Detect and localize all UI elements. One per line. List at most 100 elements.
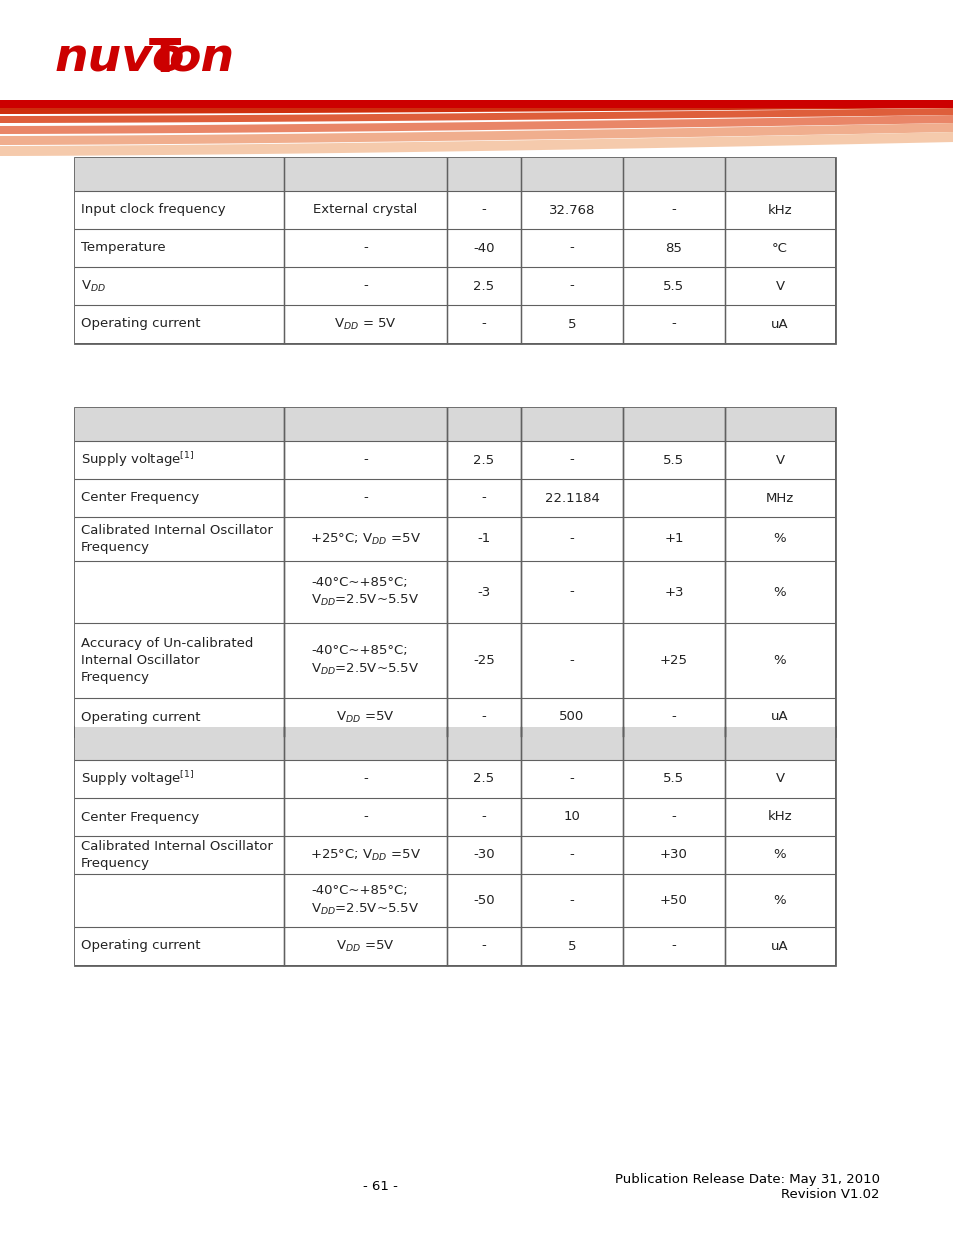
Text: -25: -25 — [473, 655, 495, 667]
Bar — [75, 698, 834, 736]
Text: uA: uA — [770, 317, 788, 331]
Bar — [75, 561, 834, 622]
Text: - 61 -: - 61 - — [362, 1181, 397, 1193]
Text: Supply voltage$^{[1]}$: Supply voltage$^{[1]}$ — [81, 769, 194, 788]
Text: -40: -40 — [473, 242, 495, 254]
Text: External crystal: External crystal — [313, 204, 417, 216]
Text: nuvo: nuvo — [55, 37, 185, 82]
Text: 5: 5 — [567, 940, 576, 952]
Text: kHz: kHz — [767, 204, 792, 216]
Text: -: - — [569, 848, 574, 862]
Text: -: - — [363, 279, 368, 293]
Text: +25°C; V$_{DD}$ =5V: +25°C; V$_{DD}$ =5V — [310, 531, 420, 547]
Text: Operating current: Operating current — [81, 317, 200, 331]
Text: %: % — [773, 848, 785, 862]
Text: %: % — [773, 894, 785, 906]
Text: kHz: kHz — [767, 810, 792, 824]
Text: MHz: MHz — [765, 492, 793, 505]
Bar — [75, 158, 834, 191]
Bar — [75, 927, 834, 965]
Bar — [75, 622, 834, 698]
Bar — [75, 517, 834, 561]
Text: -: - — [569, 773, 574, 785]
Text: -: - — [481, 492, 486, 505]
Text: 22.1184: 22.1184 — [544, 492, 598, 505]
Text: -: - — [363, 773, 368, 785]
Text: Calibrated Internal Oscillator
Frequency: Calibrated Internal Oscillator Frequency — [81, 840, 273, 869]
Text: Supply voltage$^{[1]}$: Supply voltage$^{[1]}$ — [81, 451, 194, 469]
Text: -: - — [481, 204, 486, 216]
Text: uA: uA — [770, 940, 788, 952]
Text: -3: -3 — [476, 585, 490, 599]
Bar — [75, 760, 834, 798]
Text: -40°C~+85°C;
V$_{DD}$=2.5V~5.5V: -40°C~+85°C; V$_{DD}$=2.5V~5.5V — [311, 884, 419, 916]
Bar — [75, 836, 834, 874]
Text: %: % — [773, 655, 785, 667]
Text: -: - — [363, 810, 368, 824]
Text: -30: -30 — [473, 848, 495, 862]
Text: +50: +50 — [659, 894, 687, 906]
Text: 2.5: 2.5 — [473, 773, 494, 785]
Text: -40°C~+85°C;
V$_{DD}$=2.5V~5.5V: -40°C~+85°C; V$_{DD}$=2.5V~5.5V — [311, 645, 419, 677]
Text: Accuracy of Un-calibrated
Internal Oscillator
Frequency: Accuracy of Un-calibrated Internal Oscil… — [81, 637, 253, 684]
Bar — [75, 408, 834, 441]
Text: 500: 500 — [558, 710, 584, 724]
Text: 32.768: 32.768 — [548, 204, 595, 216]
Text: %: % — [773, 532, 785, 546]
Text: +1: +1 — [663, 532, 683, 546]
Bar — [75, 408, 834, 736]
Text: Revision V1.02: Revision V1.02 — [781, 1188, 879, 1202]
Text: Temperature: Temperature — [81, 242, 166, 254]
Text: 85: 85 — [665, 242, 681, 254]
Text: -: - — [671, 317, 676, 331]
Text: -: - — [569, 279, 574, 293]
Text: +3: +3 — [663, 585, 683, 599]
Text: -: - — [671, 204, 676, 216]
Bar — [75, 727, 834, 965]
Bar — [75, 874, 834, 927]
Text: 5.5: 5.5 — [662, 279, 684, 293]
Text: +30: +30 — [659, 848, 687, 862]
Text: V: V — [775, 773, 783, 785]
Text: Publication Release Date: May 31, 2010: Publication Release Date: May 31, 2010 — [615, 1172, 879, 1186]
Bar — [75, 727, 834, 760]
Text: -: - — [671, 940, 676, 952]
Text: -: - — [481, 710, 486, 724]
Bar — [75, 305, 834, 343]
Text: V: V — [775, 279, 783, 293]
Text: -: - — [363, 453, 368, 467]
Text: -: - — [569, 453, 574, 467]
Text: on: on — [168, 37, 233, 82]
Text: V$_{DD}$ =5V: V$_{DD}$ =5V — [335, 939, 395, 953]
Text: 5.5: 5.5 — [662, 453, 684, 467]
Text: °C: °C — [771, 242, 787, 254]
Text: +25°C; V$_{DD}$ =5V: +25°C; V$_{DD}$ =5V — [310, 847, 420, 862]
Bar — [75, 267, 834, 305]
Bar — [75, 441, 834, 479]
Text: -: - — [363, 242, 368, 254]
Text: -: - — [671, 810, 676, 824]
Bar — [75, 191, 834, 228]
Text: Center Frequency: Center Frequency — [81, 810, 199, 824]
Text: -: - — [569, 532, 574, 546]
Text: -: - — [481, 317, 486, 331]
Text: -: - — [671, 710, 676, 724]
Text: 5.5: 5.5 — [662, 773, 684, 785]
Text: Center Frequency: Center Frequency — [81, 492, 199, 505]
Bar — [75, 228, 834, 267]
Text: 5: 5 — [567, 317, 576, 331]
Text: -: - — [569, 585, 574, 599]
Text: -: - — [481, 940, 486, 952]
Text: %: % — [773, 585, 785, 599]
Text: 10: 10 — [563, 810, 579, 824]
Text: 2.5: 2.5 — [473, 453, 494, 467]
Text: V$_{DD}$: V$_{DD}$ — [81, 278, 106, 294]
Text: Input clock frequency: Input clock frequency — [81, 204, 226, 216]
Text: -: - — [481, 810, 486, 824]
Bar — [75, 158, 834, 343]
Text: -: - — [363, 492, 368, 505]
Bar — [75, 479, 834, 517]
Text: V$_{DD}$ =5V: V$_{DD}$ =5V — [335, 709, 395, 725]
Text: -40°C~+85°C;
V$_{DD}$=2.5V~5.5V: -40°C~+85°C; V$_{DD}$=2.5V~5.5V — [311, 576, 419, 609]
Text: Operating current: Operating current — [81, 940, 200, 952]
